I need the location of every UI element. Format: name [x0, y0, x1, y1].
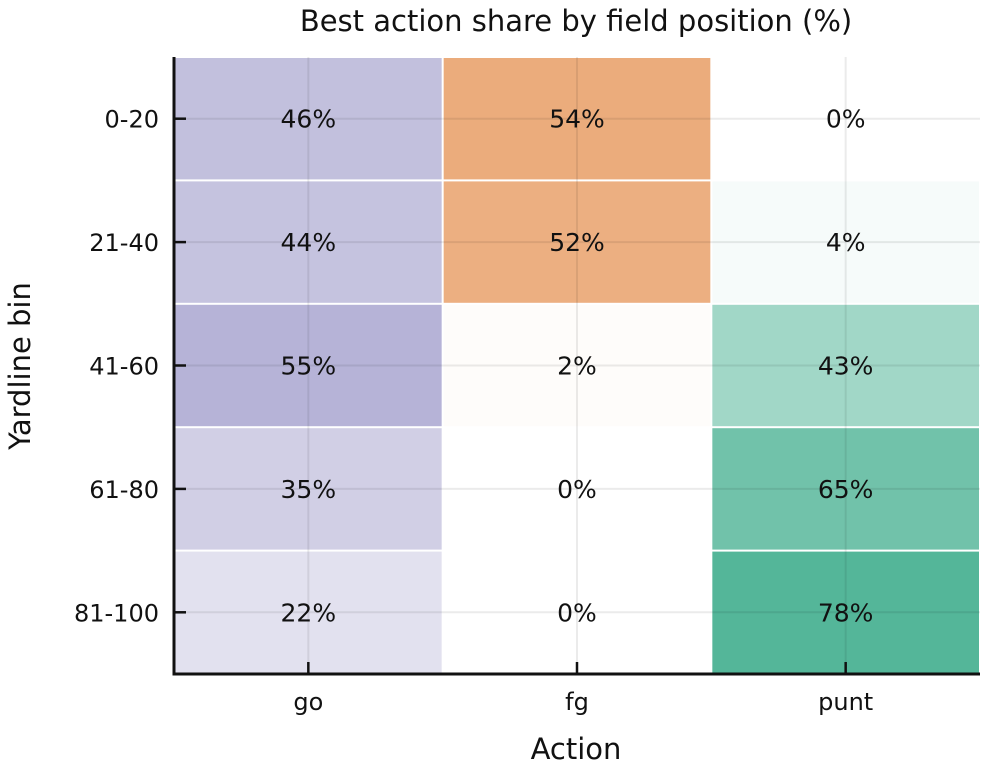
x-tick-label-punt: punt: [818, 688, 873, 716]
x-tick-label-go: go: [293, 688, 323, 716]
heatmap-cell-0-20-fg: [443, 58, 711, 180]
cell-value-label: 43%: [818, 352, 874, 381]
cell-value-label: 0%: [826, 105, 866, 134]
grid-lines: [174, 57, 980, 674]
heatmap-cell-41-60-punt: [712, 304, 979, 427]
cell-value-labels: 46% 54% 0% 44% 52% 4% 55% 2% 43% 35% 0% 65% 22% 0% 78%: [281, 105, 874, 628]
cell-value-label: 0%: [557, 475, 597, 504]
heatmap-cell-81-100-fg: [443, 551, 711, 673]
y-tick-label-81-100: 81-100: [74, 599, 159, 627]
cell-value-label: 55%: [281, 352, 337, 381]
cell-value-label: 22%: [281, 598, 337, 627]
cell-value-label: 78%: [818, 598, 874, 627]
cell-value-label: 65%: [818, 475, 874, 504]
heatmap-cell-21-40-fg: [443, 181, 711, 303]
y-axis-label: Yardline bin: [3, 282, 37, 451]
heatmap-cell-21-40-go: [175, 181, 442, 303]
y-tick-label-41-60: 41-60: [89, 353, 159, 381]
cell-value-label: 4%: [826, 228, 866, 257]
heatmap-cell-81-100-punt: [712, 551, 979, 673]
x-axis-ticks: go fg punt: [293, 662, 873, 716]
cell-value-label: 35%: [281, 475, 337, 504]
y-tick-label-0-20: 0-20: [105, 106, 159, 134]
y-axis-ticks: 0-20 21-40 41-60 61-80 81-100: [74, 106, 186, 627]
cell-value-label: 54%: [549, 105, 605, 134]
cell-value-label: 44%: [281, 228, 337, 257]
cell-value-label: 0%: [557, 598, 597, 627]
heatmap-cell-41-60-fg: [443, 304, 711, 427]
heatmap-cell-21-40-punt: [712, 181, 979, 303]
heatmap-cell-61-80-fg: [443, 428, 711, 550]
y-tick-label-61-80: 61-80: [89, 476, 159, 504]
heatmap-cells: [175, 58, 979, 673]
cell-value-label: 2%: [557, 352, 597, 381]
x-axis-label: Action: [531, 732, 622, 766]
x-tick-label-fg: fg: [565, 688, 589, 716]
heatmap-cell-61-80-go: [175, 428, 442, 550]
cell-value-label: 46%: [281, 105, 337, 134]
heatmap-cell-0-20-go: [175, 58, 442, 180]
cell-value-label: 52%: [549, 228, 605, 257]
heatmap-cell-0-20-punt: [712, 58, 979, 180]
heatmap-cell-81-100-go: [175, 551, 442, 673]
heatmap-cell-41-60-go: [175, 304, 442, 427]
heatmap-cell-61-80-punt: [712, 428, 979, 550]
chart-title: Best action share by field position (%): [300, 4, 852, 38]
y-tick-label-21-40: 21-40: [89, 229, 159, 257]
